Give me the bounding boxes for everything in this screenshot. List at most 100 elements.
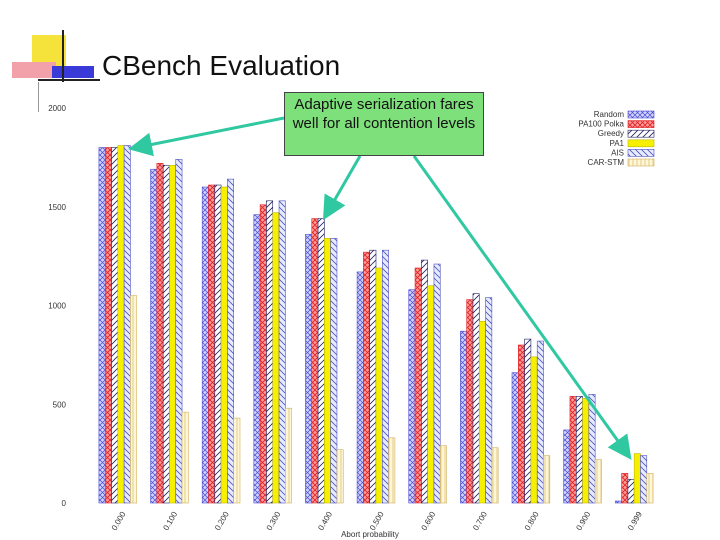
legend-swatch <box>627 110 655 119</box>
legend-swatch <box>627 139 655 148</box>
legend-label: CAR-STM <box>588 158 625 167</box>
legend-label: PA100 Polka <box>578 120 624 129</box>
x-tick-label: 0.400 <box>316 510 334 532</box>
bar <box>439 445 447 504</box>
callout-box: Adaptive serialization fares well for al… <box>284 92 484 156</box>
bar <box>117 145 125 504</box>
bar <box>111 147 119 504</box>
bar <box>305 234 313 504</box>
x-tick-label: 0.300 <box>265 510 283 532</box>
callout-arrow <box>412 155 632 460</box>
bar <box>485 297 493 504</box>
bar <box>98 147 106 504</box>
bar <box>421 259 428 504</box>
legend-label: PA1 <box>609 139 624 148</box>
bar <box>220 186 228 504</box>
bar <box>511 372 519 504</box>
bar <box>259 204 267 504</box>
bar <box>363 251 370 504</box>
bar <box>563 429 571 504</box>
x-tick-label: 0.999 <box>626 510 644 532</box>
bar <box>130 295 138 504</box>
bar <box>324 238 331 504</box>
bar <box>266 200 274 504</box>
bar <box>169 164 177 504</box>
deco-vertical-line <box>62 30 64 82</box>
bar <box>627 478 635 504</box>
x-tick-label: 0.500 <box>368 510 386 532</box>
bar <box>472 293 480 504</box>
bar <box>633 453 641 504</box>
bar <box>640 455 648 504</box>
bar <box>569 396 577 504</box>
bar <box>317 218 325 504</box>
bar <box>336 449 344 504</box>
legend-swatch <box>627 129 655 138</box>
legend-swatch <box>627 120 655 128</box>
deco-horizontal-line <box>38 79 100 81</box>
bar <box>594 459 602 504</box>
bar <box>543 455 551 504</box>
axis-layer: 0 500 1000 1500 2000 0.000 0.100 0.200 0.300 0.40… <box>48 104 644 539</box>
bar <box>518 344 525 504</box>
bar <box>427 285 435 504</box>
bar <box>408 289 416 504</box>
bar <box>491 447 499 504</box>
legend-swatch <box>627 149 655 157</box>
bar <box>575 396 583 504</box>
bar <box>414 267 422 504</box>
callout-arrow <box>128 116 285 157</box>
x-tick-label: 0.100 <box>161 510 179 532</box>
bar <box>524 338 532 504</box>
bar <box>156 163 164 504</box>
legend-label: Greedy <box>598 129 624 138</box>
bar <box>175 159 183 504</box>
bar <box>588 394 596 504</box>
x-tick-label: 0.600 <box>420 510 438 532</box>
bar <box>311 218 319 504</box>
legend-label: AIS <box>611 148 624 157</box>
x-axis-label: Abort probability <box>341 530 399 539</box>
slide-title: CBench Evaluation <box>102 50 341 81</box>
bar <box>208 184 216 504</box>
bar <box>201 186 209 504</box>
bar <box>162 164 170 504</box>
bar <box>253 214 261 504</box>
bar <box>181 411 189 504</box>
x-tick-label: 0.000 <box>110 510 128 532</box>
x-tick-label: 0.800 <box>523 510 541 532</box>
y-tick-label: 1500 <box>48 203 66 212</box>
bar <box>233 417 241 504</box>
bar <box>478 320 486 504</box>
legend-label: Random <box>594 110 625 119</box>
bar <box>621 473 629 504</box>
bar <box>150 168 158 504</box>
y-tick-label: 2000 <box>48 104 66 113</box>
bar <box>369 249 377 504</box>
bar <box>278 200 286 504</box>
x-tick-label: 0.200 <box>213 510 231 532</box>
bar <box>433 263 441 504</box>
bar <box>388 437 396 504</box>
bar <box>536 340 544 504</box>
y-tick-label: 500 <box>53 400 67 409</box>
bar <box>614 500 622 504</box>
bar <box>375 267 383 504</box>
x-tick-label: 0.900 <box>574 510 592 532</box>
legend-swatch <box>627 158 655 167</box>
bar <box>214 184 222 504</box>
deco-red-bar <box>12 62 56 78</box>
y-tick-label: 0 <box>62 499 67 508</box>
bars-layer <box>98 145 654 504</box>
bar <box>356 271 364 504</box>
bar <box>227 178 234 504</box>
bar <box>272 212 280 504</box>
bar <box>104 147 112 504</box>
bar <box>285 407 292 504</box>
bar <box>381 249 389 504</box>
callout-arrows <box>128 116 632 460</box>
deco-side-line <box>38 82 39 112</box>
bar <box>123 145 131 504</box>
